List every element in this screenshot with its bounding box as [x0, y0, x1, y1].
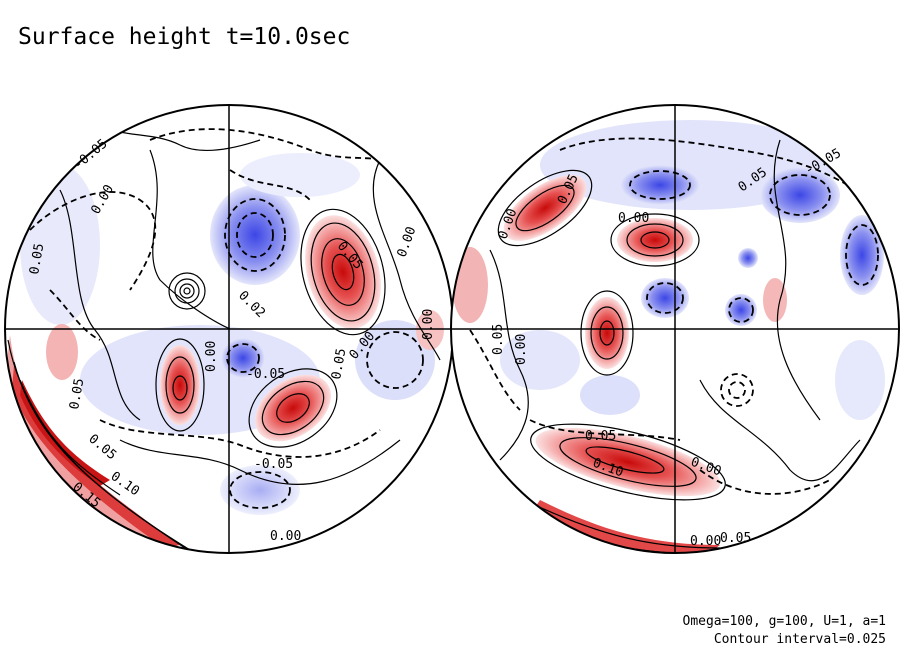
- contour-label: 0.05: [491, 324, 506, 355]
- negative-region: [580, 375, 640, 415]
- positive-region: [255, 374, 331, 442]
- contour-label: 0.05: [27, 242, 47, 275]
- positive-region: [416, 310, 444, 350]
- positive-region: [305, 215, 381, 329]
- contour-label: 0.05: [720, 531, 751, 546]
- positive-band-core: [20, 380, 110, 486]
- negative-region: [641, 278, 689, 318]
- contour-label: 0.00: [270, 529, 301, 544]
- positive-region: [46, 324, 78, 380]
- negative-region: [210, 185, 300, 285]
- negative-region: [835, 340, 885, 420]
- positive-region: [535, 427, 721, 497]
- contour-label: 0.00: [204, 341, 219, 372]
- contour-interval: Contour interval=0.025: [713, 632, 886, 647]
- contour-label: 0.05: [67, 377, 87, 410]
- contour-label: 0.00: [421, 309, 436, 340]
- contour-label: 0.05: [585, 429, 616, 444]
- contour-label: 0.00: [618, 211, 649, 226]
- positive-region: [617, 218, 693, 262]
- positive-region: [503, 175, 587, 241]
- negative-region: [500, 330, 580, 390]
- model-parameters: Omega=100, g=100, U=1, a=1: [682, 614, 887, 629]
- right-hemisphere-boundary: [450, 104, 900, 554]
- plot-title: Surface height t=10.0sec: [18, 24, 351, 50]
- positive-band: [530, 500, 720, 553]
- negative-region: [738, 248, 758, 268]
- contour-label: -0.05: [254, 457, 293, 472]
- positive-region: [763, 278, 787, 322]
- positive-region: [452, 247, 488, 323]
- contour-label: 0.00: [690, 534, 721, 549]
- contour-label: -0.05: [246, 367, 285, 382]
- contour-label: 0.05: [329, 347, 349, 380]
- negative-region: [240, 153, 360, 197]
- contour-label: 0.00: [514, 334, 529, 365]
